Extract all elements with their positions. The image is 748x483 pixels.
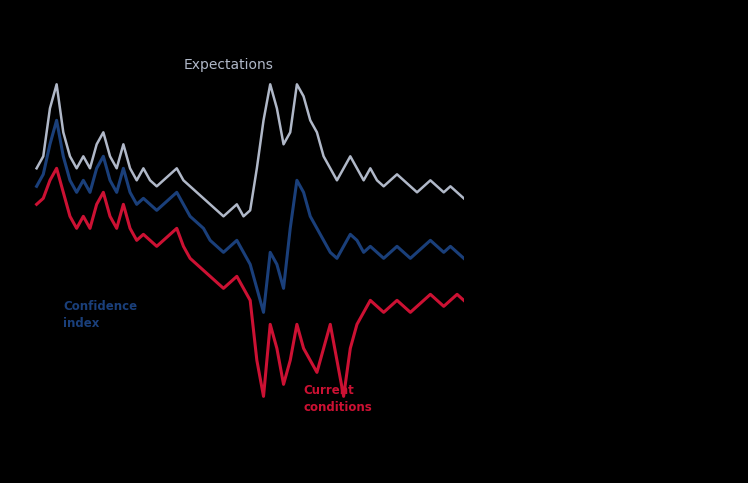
Text: Current
conditions: Current conditions <box>304 384 373 414</box>
Text: Expectations: Expectations <box>183 58 273 72</box>
Text: Confidence
index: Confidence index <box>64 300 138 330</box>
